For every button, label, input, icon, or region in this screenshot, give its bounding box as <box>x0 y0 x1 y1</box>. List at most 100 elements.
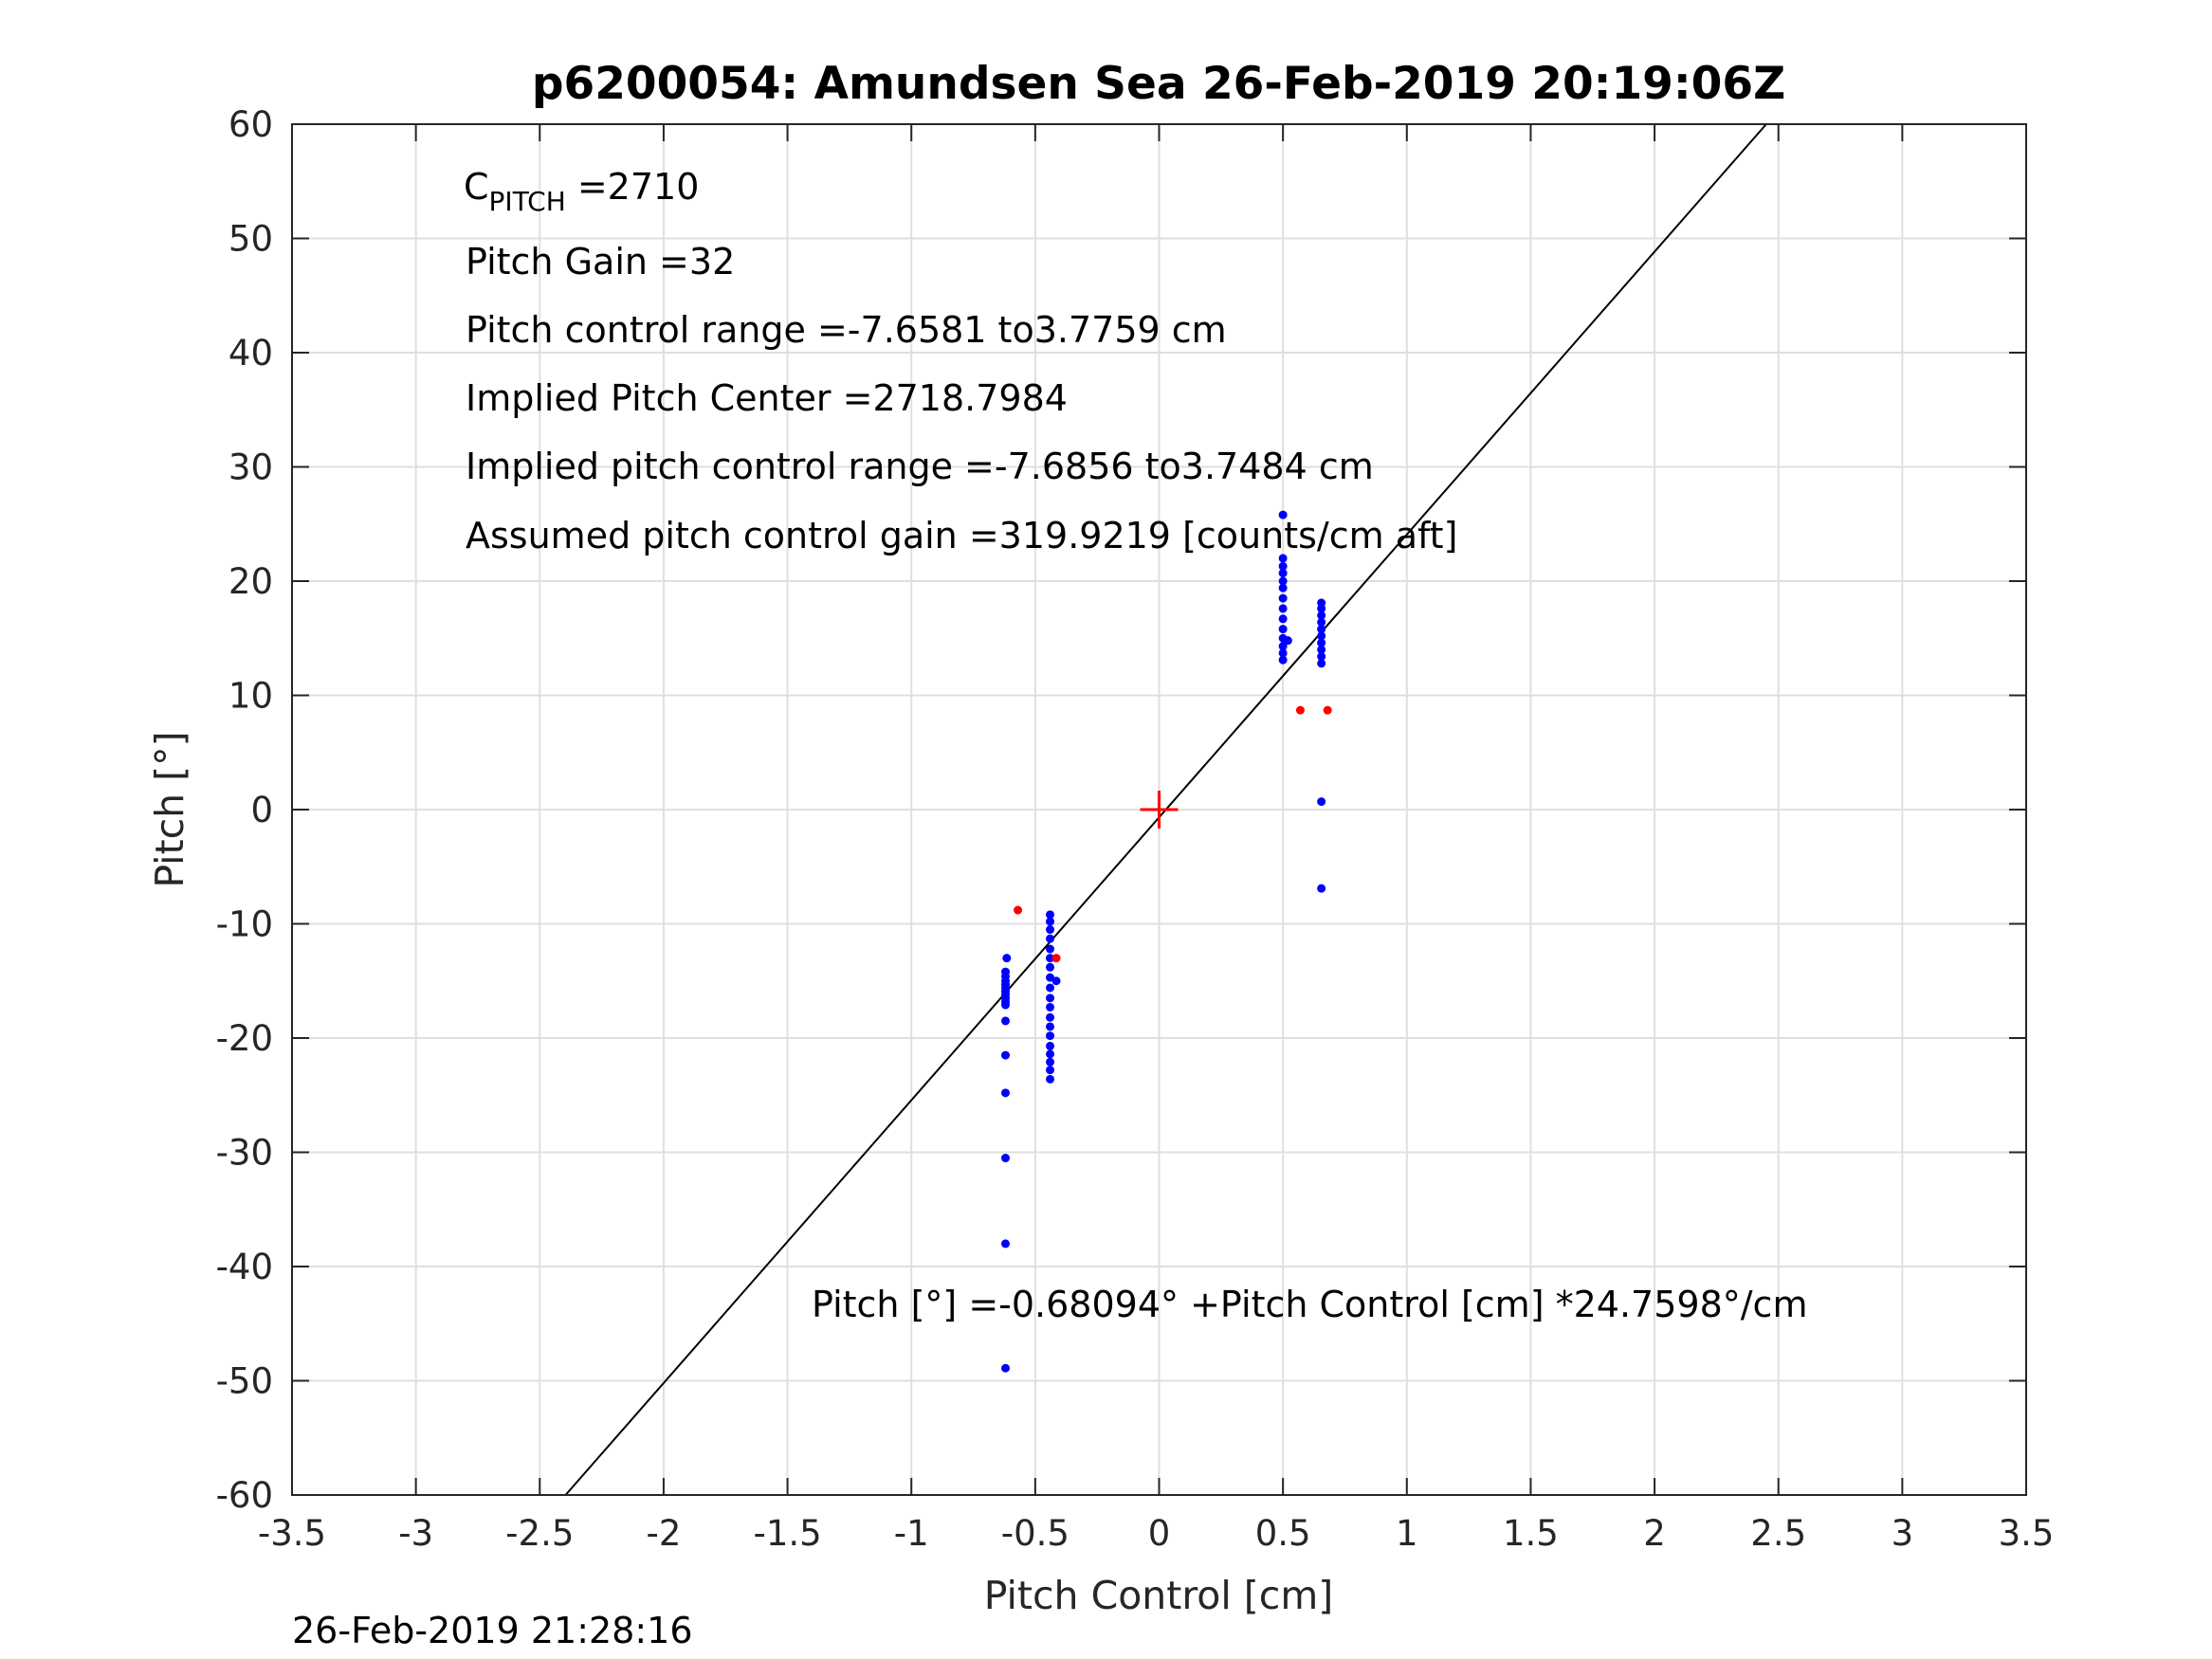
data-point-blue <box>1278 510 1288 520</box>
y-tick-label: 20 <box>229 561 273 602</box>
center-marker-group <box>1140 791 1179 829</box>
data-point-blue <box>1046 1066 1055 1075</box>
y-tick-label: 10 <box>229 676 273 717</box>
y-axis-label: Pitch [°] <box>147 731 192 887</box>
data-point-blue <box>1317 604 1326 613</box>
x-tick-label: -3 <box>398 1513 433 1554</box>
data-point-blue <box>1046 994 1055 1003</box>
data-point-blue <box>1001 1088 1011 1098</box>
y-tick-label: -30 <box>216 1133 273 1174</box>
data-point-blue <box>1317 638 1326 647</box>
annotation-c-pitch: CPITCH =2710 <box>464 166 699 217</box>
y-tick-label: 30 <box>229 447 273 488</box>
data-point-blue <box>1046 944 1055 954</box>
data-point-blue <box>1278 593 1288 603</box>
y-tick-label: -40 <box>216 1247 273 1287</box>
data-point-red <box>1014 905 1023 915</box>
data-point-blue <box>1002 954 1012 963</box>
y-tick-label: 40 <box>229 333 273 374</box>
x-tick-label: 2 <box>1643 1513 1666 1554</box>
y-tick-label: -10 <box>216 904 273 945</box>
data-point-blue <box>1001 1016 1011 1026</box>
data-point-blue <box>1278 554 1288 563</box>
x-tick-label: -1 <box>894 1513 929 1554</box>
annotation-pitch-gain: Pitch Gain =32 <box>466 241 735 283</box>
x-tick-label: 1.5 <box>1503 1513 1559 1554</box>
data-point-blue <box>1278 655 1288 665</box>
annotation-assumed-gain: Assumed pitch control gain =319.9219 [co… <box>466 515 1457 556</box>
x-tick-labels: -3.5 -3 -2.5 -2 -1.5 -1 -0.5 0 0.5 1 1.5 2 2.5 3 3.5 <box>258 1513 2055 1554</box>
data-point-blue <box>1046 962 1055 972</box>
data-point-red <box>1051 954 1061 963</box>
data-point-blue <box>1046 1041 1055 1050</box>
data-point-blue <box>1317 652 1326 662</box>
annotation-c-pitch-subscript: PITCH <box>489 186 566 217</box>
y-tick-label: -50 <box>216 1361 273 1402</box>
data-point-blue <box>1278 648 1288 658</box>
x-tick-label: -1.5 <box>753 1513 821 1554</box>
axis-ticks <box>291 123 2027 1496</box>
data-point-blue <box>1317 884 1326 893</box>
data-point-blue <box>1278 604 1288 613</box>
data-point-blue <box>1001 1239 1011 1249</box>
x-tick-label: 0.5 <box>1255 1513 1311 1554</box>
data-point-blue <box>1046 925 1055 935</box>
data-point-blue <box>1317 645 1326 654</box>
data-point-blue <box>1278 569 1288 578</box>
x-tick-label: 2.5 <box>1750 1513 1806 1554</box>
data-point-blue <box>1046 1049 1055 1059</box>
y-tick-label: 0 <box>250 790 273 830</box>
x-axis-label: Pitch Control [cm] <box>984 1573 1334 1618</box>
annotation-c-pitch-symbol: C <box>464 166 489 208</box>
data-point-blue <box>1278 625 1288 634</box>
data-point-blue <box>1046 983 1055 993</box>
data-point-blue <box>1046 910 1055 920</box>
data-point-blue <box>1046 934 1055 943</box>
data-point-blue <box>1317 659 1326 668</box>
x-tick-label: -0.5 <box>1001 1513 1069 1554</box>
data-point-blue <box>1046 1002 1055 1012</box>
x-tick-label: 3.5 <box>1999 1513 2055 1554</box>
data-point-blue <box>1001 1050 1011 1060</box>
y-tick-label: 60 <box>229 104 273 145</box>
data-point-blue <box>1317 625 1326 634</box>
data-point-red <box>1323 705 1332 715</box>
data-point-blue <box>1046 1012 1055 1022</box>
data-point-blue <box>1001 1000 1011 1010</box>
annotation-fit-equation: Pitch [°] =-0.68094° +Pitch Control [cm]… <box>812 1284 1807 1325</box>
data-point-blue <box>1278 583 1288 592</box>
annotation-c-pitch-value: =2710 <box>566 166 700 208</box>
data-point-blue <box>1001 1154 1011 1163</box>
footer-timestamp: 26-Feb-2019 21:28:16 <box>292 1610 693 1651</box>
data-point-blue <box>1046 1031 1055 1041</box>
data-point-blue <box>1046 1022 1055 1031</box>
x-tick-label: -2 <box>646 1513 681 1554</box>
chart-title: p6200054: Amundsen Sea 26-Feb-2019 20:19… <box>532 58 1785 110</box>
data-point-blue <box>1046 1057 1055 1066</box>
annotation-implied-pitch-center: Implied Pitch Center =2718.7984 <box>466 377 1068 419</box>
data-point-blue <box>1317 797 1326 807</box>
data-point-blue <box>1317 611 1326 620</box>
data-point-blue <box>1278 561 1288 571</box>
x-tick-label: -3.5 <box>258 1513 326 1554</box>
annotation-pitch-control-range: Pitch control range =-7.6581 to3.7759 cm <box>466 309 1227 351</box>
x-tick-label: -2.5 <box>505 1513 574 1554</box>
annotation-implied-pitch-control-range: Implied pitch control range =-7.6856 to3… <box>466 446 1374 487</box>
data-point-blue <box>1046 1074 1055 1084</box>
data-point-blue <box>1046 954 1055 963</box>
x-tick-label: 0 <box>1148 1513 1171 1554</box>
data-point-blue <box>1278 614 1288 624</box>
data-point-blue <box>1317 631 1326 641</box>
data-point-red <box>1295 705 1305 715</box>
data-point-blue <box>1283 636 1292 646</box>
x-tick-label: 1 <box>1396 1513 1418 1554</box>
data-point-blue <box>1051 976 1061 986</box>
scatter-points <box>1001 510 1332 1373</box>
y-tick-label: 50 <box>229 219 273 260</box>
data-point-blue <box>1317 617 1326 627</box>
x-tick-label: 3 <box>1892 1513 1914 1554</box>
y-tick-label: -60 <box>216 1475 273 1516</box>
data-point-blue <box>1046 917 1055 926</box>
data-point-blue <box>1278 642 1288 651</box>
